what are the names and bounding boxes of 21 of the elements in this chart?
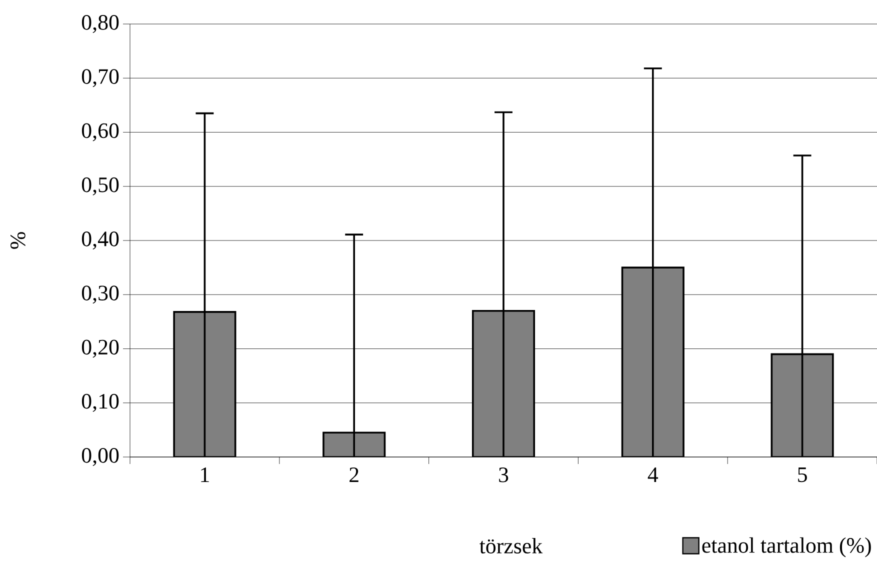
- y-axis-title: %: [10, 232, 26, 249]
- bar: [472, 310, 536, 457]
- x-tick-label: 5: [798, 468, 807, 482]
- y-tick-label: 0,00: [82, 448, 119, 466]
- bar: [173, 311, 236, 457]
- y-tick-label: 0,70: [82, 69, 119, 88]
- y-tick-label: 0,10: [82, 394, 119, 412]
- y-tick-label: 0,20: [82, 340, 119, 358]
- y-tick-label: 0,50: [82, 177, 119, 196]
- x-tick-label: 4: [648, 468, 658, 482]
- y-tick-label: 0,40: [82, 232, 119, 250]
- x-tick-label: 2: [350, 468, 358, 482]
- x-axis-title: törzsek: [480, 538, 543, 554]
- y-tick-label: 0,30: [82, 286, 119, 304]
- bar: [621, 266, 684, 457]
- y-tick-label: 0,60: [82, 123, 119, 142]
- x-tick-label: 1: [201, 468, 209, 482]
- x-tick-label: 3: [499, 468, 508, 482]
- legend-label: etanol tartalom (%): [702, 537, 871, 558]
- y-tick-label: 0,80: [82, 15, 119, 33]
- bar: [770, 353, 834, 457]
